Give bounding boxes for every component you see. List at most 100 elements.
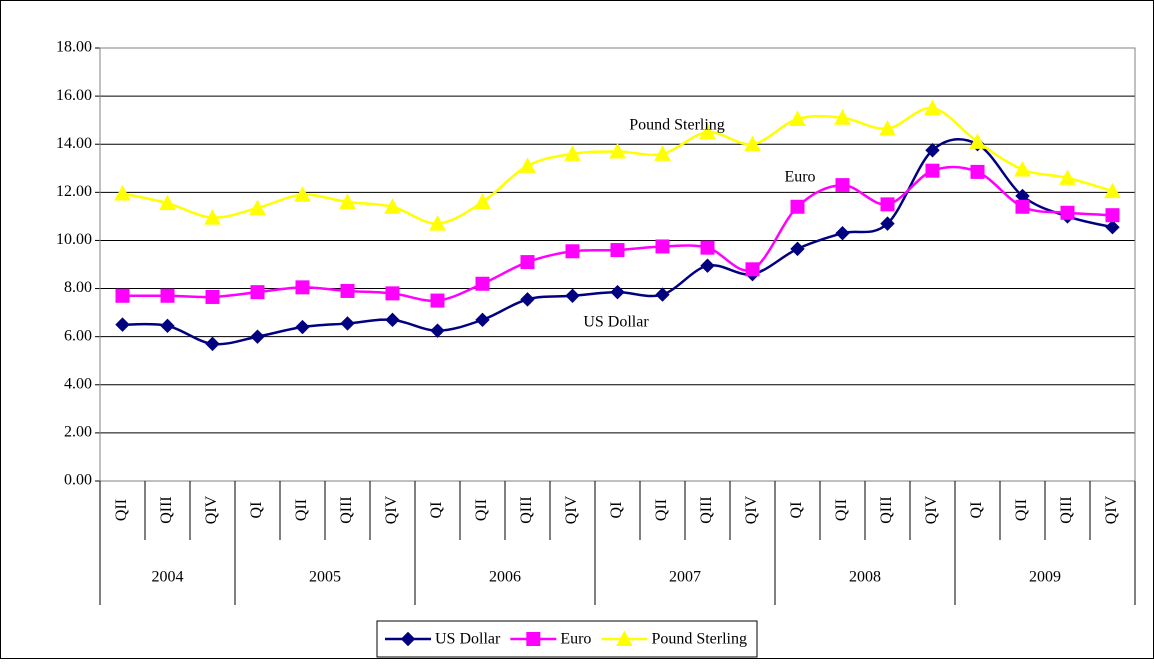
- y-tick-label: 10.00: [56, 231, 92, 248]
- x-tick-label: QI: [608, 502, 625, 519]
- marker: [745, 262, 760, 277]
- marker: [700, 258, 715, 273]
- marker: [475, 312, 490, 328]
- marker: [1104, 182, 1121, 199]
- x-tick-label: QIV: [743, 495, 760, 524]
- marker: [160, 318, 175, 334]
- legend: US Dollar Euro Pound Sterling: [376, 620, 758, 658]
- x-tick-label: QIV: [1103, 495, 1120, 524]
- x-group-label: 2007: [669, 569, 701, 586]
- x-tick-label: QII: [1013, 499, 1030, 521]
- marker: [1060, 205, 1075, 220]
- annotation: Euro: [784, 169, 815, 186]
- marker: [835, 226, 850, 241]
- marker: [610, 243, 625, 258]
- marker: [564, 145, 581, 161]
- marker: [925, 163, 940, 178]
- x-tick-label: QI: [248, 502, 265, 519]
- marker: [790, 241, 805, 257]
- marker: [789, 110, 806, 126]
- x-tick-label: QIV: [383, 495, 400, 524]
- marker: [1105, 208, 1120, 223]
- marker: [400, 631, 416, 647]
- x-tick-label: QI: [428, 502, 445, 519]
- marker: [880, 216, 895, 231]
- marker: [294, 186, 311, 202]
- marker: [429, 215, 446, 231]
- marker: [295, 319, 310, 335]
- y-tick-label: 0.00: [64, 472, 92, 489]
- marker: [699, 123, 716, 140]
- marker: [385, 286, 400, 301]
- marker: [565, 244, 580, 259]
- marker: [880, 197, 895, 212]
- marker: [159, 194, 176, 211]
- annotation: US Dollar: [583, 314, 649, 331]
- x-group-label: 2005: [309, 569, 341, 586]
- marker: [114, 184, 131, 201]
- x-tick-label: QII: [653, 499, 670, 521]
- marker: [385, 312, 400, 328]
- marker: [340, 283, 355, 298]
- x-tick-label: QIII: [1058, 496, 1075, 524]
- y-tick-label: 12.00: [56, 183, 92, 200]
- x-tick-label: QII: [293, 499, 310, 521]
- marker: [205, 336, 220, 352]
- x-tick-label: QIV: [563, 495, 580, 524]
- marker: [565, 288, 580, 303]
- marker: [834, 109, 851, 125]
- y-tick-label: 8.00: [64, 279, 92, 296]
- y-tick-label: 18.00: [56, 39, 92, 56]
- plot-area: [99, 47, 1136, 482]
- marker: [339, 193, 356, 209]
- marker: [519, 157, 536, 173]
- marker: [790, 199, 805, 214]
- x-group-label: 2004: [152, 569, 184, 586]
- marker: [924, 99, 941, 116]
- x-tick-label: QII: [473, 499, 490, 521]
- marker: [249, 199, 266, 215]
- marker: [655, 239, 670, 254]
- x-tick-label: QII: [833, 499, 850, 521]
- marker: [1015, 199, 1030, 214]
- marker: [879, 120, 896, 136]
- x-tick-label: QI: [788, 502, 805, 519]
- x-group-label: 2008: [849, 569, 881, 586]
- x-tick-label: QIV: [923, 495, 940, 524]
- marker: [430, 293, 445, 308]
- x-tick-label: QIII: [878, 496, 895, 524]
- marker: [520, 255, 535, 270]
- marker: [700, 240, 715, 255]
- y-tick-label: 4.00: [64, 375, 92, 392]
- marker: [969, 133, 986, 149]
- marker: [475, 276, 490, 291]
- marker: [970, 164, 985, 179]
- x-tick-label: QIII: [518, 496, 535, 524]
- marker: [526, 632, 541, 646]
- x-group-label: 2006: [489, 569, 521, 586]
- marker: [610, 284, 625, 300]
- marker: [835, 178, 850, 193]
- y-tick-label: 14.00: [56, 135, 92, 152]
- marker: [160, 288, 175, 303]
- annotation: Pound Sterling: [629, 117, 725, 134]
- x-tick-label: QIII: [338, 496, 355, 524]
- marker: [250, 285, 265, 300]
- legend-label: Pound Sterling: [651, 631, 747, 648]
- marker: [616, 630, 633, 646]
- x-tick-label: QIII: [158, 496, 175, 524]
- y-tick-label: 6.00: [64, 327, 92, 344]
- marker: [474, 193, 491, 209]
- marker: [744, 135, 761, 152]
- marker: [115, 317, 130, 332]
- marker: [340, 316, 355, 331]
- x-tick-label: QIII: [698, 496, 715, 524]
- marker: [609, 142, 626, 159]
- marker: [204, 209, 221, 225]
- marker: [654, 145, 671, 161]
- marker: [205, 289, 220, 304]
- marker: [115, 288, 130, 303]
- x-tick-label: QIV: [203, 495, 220, 524]
